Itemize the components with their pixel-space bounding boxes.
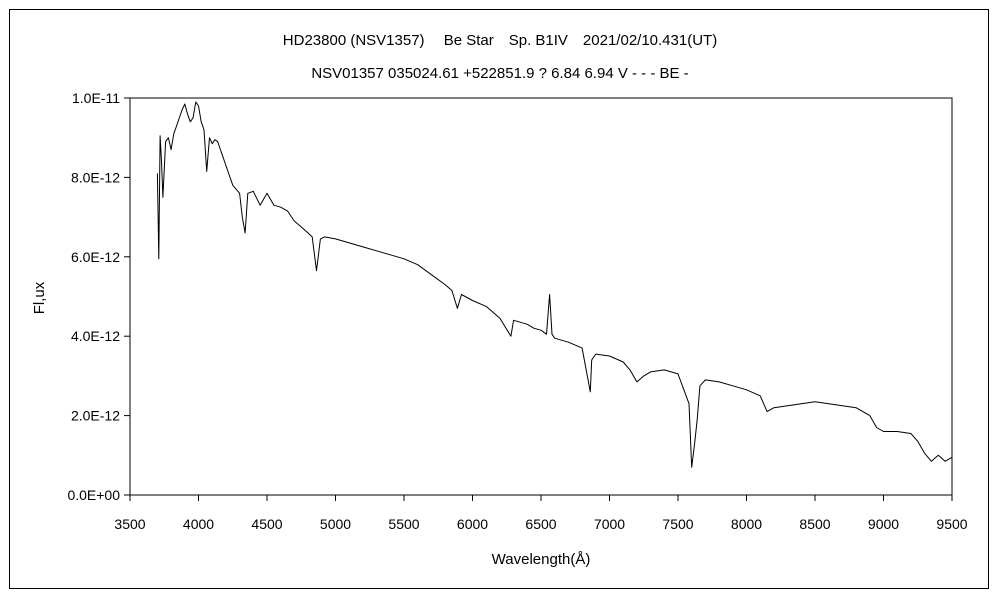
x-tick-label: 5500 xyxy=(388,516,419,532)
x-tick-label: 6500 xyxy=(525,516,556,532)
x-tick-label: 8500 xyxy=(799,516,830,532)
x-tick-label: 5000 xyxy=(320,516,351,532)
x-tick-label: 4500 xyxy=(251,516,282,532)
y-tick-label: 2.0E-12 xyxy=(71,408,120,424)
y-tick-label: 1.0E-11 xyxy=(72,90,120,106)
y-tick-label: 0.0E+00 xyxy=(67,487,120,503)
y-tick-label: 8.0E-12 xyxy=(71,169,120,185)
y-tick-label: 4.0E-12 xyxy=(71,328,120,344)
x-axis-label: Wavelength(Å) xyxy=(492,551,591,568)
x-tick-label: 9500 xyxy=(936,516,967,532)
x-axis: 3500 4000 4500 5000 5500 6000 6500 7000 7500 8000… xyxy=(114,495,968,532)
chart-subtitle: NSV01357 035024.61 +522851.9 ? 6.84 6.94… xyxy=(311,65,688,82)
x-tick-label: 7500 xyxy=(662,516,693,532)
x-tick-label: 7000 xyxy=(594,516,625,532)
chart-frame xyxy=(9,9,989,589)
x-tick-label: 6000 xyxy=(457,516,488,532)
x-tick-label: 3500 xyxy=(114,516,145,532)
x-tick-label: 4000 xyxy=(183,516,214,532)
y-axis: 0.0E+00 2.0E-12 4.0E-12 6.0E-12 8.0E-12 1.0E-… xyxy=(67,90,130,503)
y-tick-label: 6.0E-12 xyxy=(71,249,120,265)
plot-area xyxy=(129,97,953,496)
x-tick-label: 8000 xyxy=(731,516,762,532)
y-axis-label: Fl,ux xyxy=(31,281,48,314)
x-tick-label: 9000 xyxy=(868,516,899,532)
chart-title: HD23800 (NSV1357) Be Star Sp. B1IV 2021/… xyxy=(283,32,717,49)
spectrum-series-line xyxy=(156,101,953,468)
